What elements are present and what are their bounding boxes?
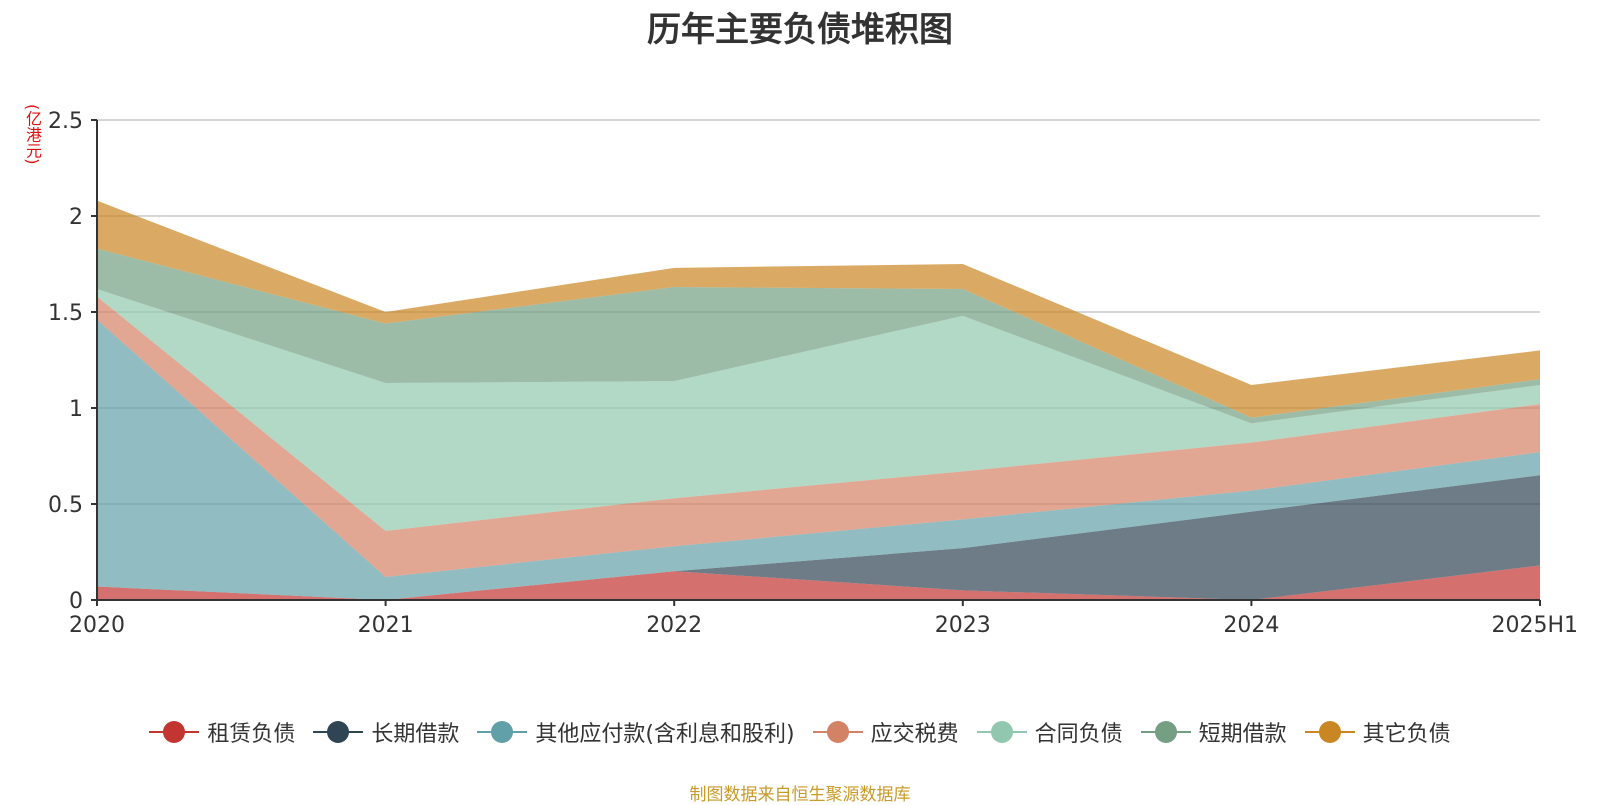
area-series-3[interactable] [97, 319, 1540, 600]
legend-item[interactable]: 短期借款 [1140, 716, 1287, 748]
legend-label: 其他应付款(含利息和股利) [535, 722, 795, 747]
axes: 0 0.5 1 1.5 2 2.5 2020 2021 2022 2023 2024 2025H1 [48, 109, 1578, 638]
x-tick-label: 2022 [646, 613, 702, 638]
area-series-6[interactable] [97, 248, 1540, 424]
chart-title: 历年主要负债堆积图 [647, 10, 953, 50]
source-note: 制图数据来自恒生聚源数据库 [689, 785, 911, 805]
legend-item[interactable]: 其它负债 [1304, 716, 1451, 748]
stacked-areas [97, 200, 1540, 600]
x-tick-label: 2024 [1223, 613, 1279, 638]
chart-plot: 0 0.5 1 1.5 2 2.5 2020 2021 2022 2023 2024 2025H1 [48, 109, 1578, 638]
legend-label: 应交税费 [870, 722, 959, 747]
area-series-5[interactable] [97, 288, 1540, 531]
legend-item[interactable]: 合同负债 [976, 716, 1123, 748]
legend-item[interactable]: 长期借款 [313, 716, 459, 748]
legend-label: 租赁负债 [207, 722, 296, 747]
legend-label: 长期借款 [371, 722, 460, 747]
area-series-1[interactable] [97, 565, 1540, 600]
y-tick-label: 1.5 [48, 301, 83, 326]
x-tick-label: 2025H1 [1491, 613, 1578, 638]
y-tick-label: 0 [69, 589, 83, 614]
x-tick-label: 2021 [358, 613, 414, 638]
legend-item[interactable]: 其他应付款(含利息和股利) [477, 716, 795, 748]
legend-label: 其它负债 [1362, 722, 1451, 747]
x-tick-label: 2020 [69, 613, 125, 638]
y-tick-label: 0.5 [48, 493, 83, 518]
legend-item[interactable]: 应交税费 [812, 716, 959, 748]
area-series-2[interactable] [97, 475, 1540, 600]
legend-marker-icon [149, 720, 200, 744]
y-tick-label: 1 [69, 397, 83, 422]
y-tick-label: 2.5 [48, 109, 83, 134]
legend-label: 合同负债 [1034, 722, 1123, 747]
area-series-7[interactable] [97, 200, 1540, 418]
y-axis-unit-label: (亿港元) [23, 104, 42, 165]
legend: 租赁负债 长期借款 其他应付款(含利息和股利) 应交税费 合同负债 短期借款 其它负债 [0, 716, 1600, 748]
legend-item[interactable]: 租赁负债 [149, 716, 295, 748]
legend-marker-icon [1140, 720, 1191, 744]
legend-marker-icon [1304, 720, 1355, 744]
area-series-4[interactable] [97, 296, 1540, 577]
legend-label: 短期借款 [1198, 722, 1287, 747]
legend-marker-icon [477, 720, 528, 744]
x-tick-label: 2023 [935, 613, 991, 638]
legend-marker-icon [976, 720, 1027, 744]
y-tick-label: 2 [69, 205, 83, 230]
legend-marker-icon [313, 720, 364, 744]
legend-marker-icon [812, 720, 863, 744]
